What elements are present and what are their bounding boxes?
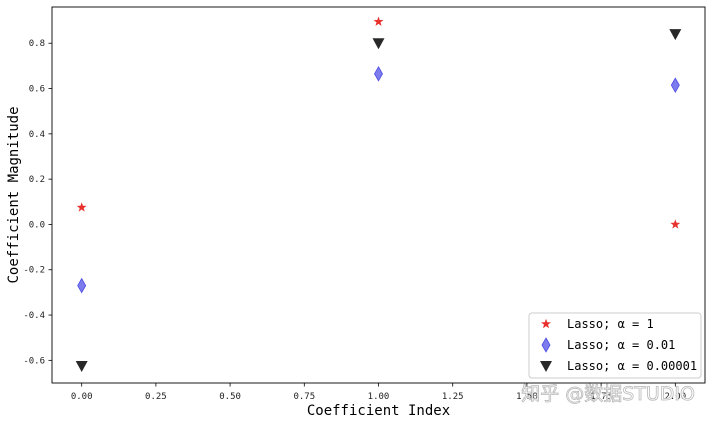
x-tick-label: 0.50 <box>219 392 241 402</box>
y-tick-label: -0.4 <box>23 311 45 321</box>
x-tick-label: 1.75 <box>590 392 612 402</box>
x-tick-label: 0.00 <box>71 392 93 402</box>
point-series-1 <box>373 16 384 26</box>
data-points <box>75 16 682 373</box>
watermark: 知乎 @数据STUDIO <box>521 383 695 405</box>
y-axis-ticks: -0.6 -0.4 -0.2 0.0 0.2 0.4 0.6 0.8 <box>23 39 52 366</box>
y-tick-label: 0.4 <box>29 130 45 140</box>
point-series-2 <box>670 77 680 93</box>
point-series-1 <box>76 202 87 212</box>
legend-box <box>528 312 702 379</box>
x-axis-label: Coefficient Index <box>307 403 450 419</box>
legend: Lasso; α = 1 Lasso; α = 0.01 Lasso; α = 0.… <box>528 312 702 379</box>
point-series-3 <box>372 38 385 50</box>
y-tick-label: -0.2 <box>23 266 45 276</box>
x-tick-label: 1.25 <box>442 392 464 402</box>
legend-marker-2 <box>541 337 551 353</box>
point-series-1 <box>670 219 681 229</box>
y-tick-label: 0.8 <box>29 39 45 49</box>
legend-marker-1 <box>541 318 551 329</box>
x-tick-label: 0.25 <box>145 392 167 402</box>
x-tick-label: 0.75 <box>293 392 315 402</box>
x-tick-label: 1.00 <box>368 392 390 402</box>
legend-label: Lasso; α = 1 <box>567 317 654 331</box>
x-tick-label: 1.50 <box>516 392 538 402</box>
y-tick-label: -0.6 <box>23 356 45 366</box>
y-axis-label: Coefficient Magnitude <box>6 106 22 283</box>
y-tick-label: 0.6 <box>29 85 45 95</box>
x-tick-label: 2.00 <box>664 392 686 402</box>
legend-label: Lasso; α = 0.00001 <box>567 359 697 373</box>
point-series-3 <box>669 29 682 41</box>
point-series-2 <box>77 277 87 294</box>
point-series-3 <box>75 361 88 373</box>
y-tick-label: 0.0 <box>29 220 45 230</box>
x-axis-ticks: 0.00 0.25 0.50 0.75 1.00 1.25 1.50 1.75 2.00 <box>71 383 686 402</box>
point-series-2 <box>374 66 383 82</box>
legend-label: Lasso; α = 0.01 <box>567 338 675 352</box>
legend-marker-3 <box>540 361 552 372</box>
y-tick-label: 0.2 <box>29 175 45 185</box>
